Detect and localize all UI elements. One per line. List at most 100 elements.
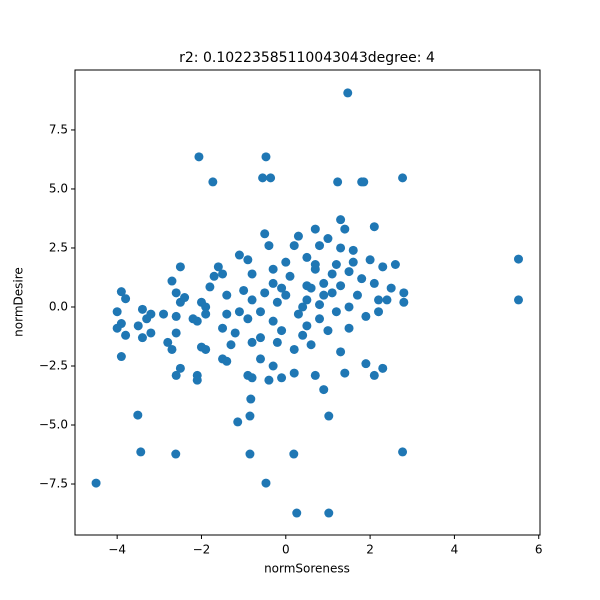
plot-frame bbox=[74, 69, 541, 536]
y-tick-label: 0.0 bbox=[49, 299, 68, 313]
point bbox=[192, 375, 202, 385]
x-tick-label: 4 bbox=[451, 543, 459, 557]
x-axis-label: normSoreness bbox=[264, 562, 350, 576]
point bbox=[188, 314, 198, 324]
point bbox=[247, 337, 257, 347]
point bbox=[357, 274, 367, 284]
point bbox=[315, 300, 325, 310]
point bbox=[292, 508, 302, 518]
x-tick-label: 6 bbox=[535, 543, 543, 557]
point bbox=[310, 370, 320, 380]
point bbox=[159, 309, 169, 319]
point bbox=[359, 177, 369, 187]
point bbox=[399, 288, 409, 298]
point bbox=[315, 314, 325, 324]
point bbox=[319, 385, 329, 395]
point bbox=[167, 276, 177, 286]
point bbox=[310, 259, 320, 269]
point bbox=[344, 323, 354, 333]
point bbox=[336, 215, 346, 225]
point bbox=[289, 344, 299, 354]
point bbox=[268, 316, 278, 326]
point bbox=[121, 294, 131, 304]
point bbox=[369, 278, 379, 288]
point bbox=[382, 295, 392, 305]
point bbox=[386, 283, 396, 293]
point bbox=[348, 257, 358, 267]
point bbox=[171, 449, 181, 459]
point bbox=[361, 311, 371, 321]
point bbox=[333, 177, 343, 187]
x-tick-label: 0 bbox=[282, 543, 290, 557]
point bbox=[378, 363, 388, 373]
point bbox=[399, 297, 409, 307]
point bbox=[112, 323, 122, 333]
y-tick-label: −2.5 bbox=[39, 358, 68, 372]
point bbox=[513, 295, 523, 305]
point bbox=[171, 288, 181, 298]
point bbox=[146, 328, 156, 338]
y-tick-label: 7.5 bbox=[49, 122, 68, 136]
point bbox=[247, 295, 257, 305]
point bbox=[234, 250, 244, 260]
point bbox=[112, 307, 122, 317]
point bbox=[137, 333, 147, 343]
y-tick-label: 2.5 bbox=[49, 240, 68, 254]
point bbox=[208, 177, 218, 187]
point bbox=[344, 267, 354, 277]
point bbox=[268, 264, 278, 274]
point bbox=[374, 307, 384, 317]
point bbox=[293, 231, 303, 241]
point bbox=[302, 295, 312, 305]
point bbox=[209, 271, 219, 281]
point bbox=[374, 295, 384, 305]
point bbox=[369, 222, 379, 232]
point bbox=[201, 344, 211, 354]
point bbox=[175, 363, 185, 373]
point bbox=[261, 478, 271, 488]
point bbox=[239, 285, 249, 295]
point bbox=[171, 328, 181, 338]
point bbox=[116, 352, 126, 362]
point bbox=[222, 309, 232, 319]
point bbox=[361, 359, 371, 369]
point bbox=[289, 449, 299, 459]
point bbox=[324, 508, 334, 518]
point bbox=[222, 356, 232, 366]
point bbox=[398, 173, 408, 183]
point bbox=[378, 262, 388, 272]
point bbox=[258, 173, 268, 183]
point bbox=[121, 330, 131, 340]
point bbox=[171, 311, 181, 321]
point bbox=[398, 447, 408, 457]
point bbox=[245, 449, 255, 459]
point bbox=[247, 373, 257, 383]
point bbox=[194, 152, 204, 162]
y-tick-label: −7.5 bbox=[39, 477, 68, 491]
point bbox=[302, 321, 312, 331]
point bbox=[234, 307, 244, 317]
y-tick-label: 5.0 bbox=[49, 181, 68, 195]
x-tick-label: 2 bbox=[366, 543, 374, 557]
point bbox=[175, 262, 185, 272]
point bbox=[336, 243, 346, 253]
point bbox=[218, 323, 228, 333]
point bbox=[323, 326, 333, 336]
point bbox=[264, 241, 274, 251]
point bbox=[246, 394, 256, 404]
point bbox=[277, 373, 287, 383]
point bbox=[133, 410, 143, 420]
point bbox=[327, 269, 337, 279]
point bbox=[226, 340, 236, 350]
point bbox=[167, 344, 177, 354]
point bbox=[218, 269, 228, 279]
y-tick-label: −5.0 bbox=[39, 418, 68, 432]
point bbox=[264, 375, 274, 385]
point bbox=[243, 314, 253, 324]
point bbox=[306, 283, 316, 293]
point bbox=[310, 224, 320, 234]
point bbox=[331, 259, 341, 269]
point bbox=[255, 333, 265, 343]
